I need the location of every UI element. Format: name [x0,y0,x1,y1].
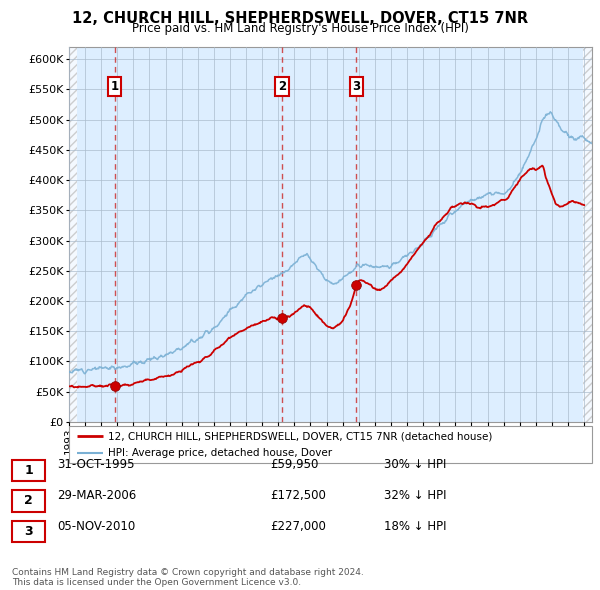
Text: Price paid vs. HM Land Registry's House Price Index (HPI): Price paid vs. HM Land Registry's House … [131,22,469,35]
Text: 1: 1 [110,80,119,93]
Text: HPI: Average price, detached house, Dover: HPI: Average price, detached house, Dove… [108,448,332,458]
Text: 1: 1 [24,464,33,477]
Text: 30% ↓ HPI: 30% ↓ HPI [384,458,446,471]
FancyBboxPatch shape [12,460,45,481]
FancyBboxPatch shape [69,426,592,463]
FancyBboxPatch shape [12,521,45,542]
Text: 3: 3 [24,525,33,538]
Text: Contains HM Land Registry data © Crown copyright and database right 2024.
This d: Contains HM Land Registry data © Crown c… [12,568,364,587]
Text: £59,950: £59,950 [270,458,319,471]
Text: 2: 2 [24,494,33,507]
Text: 2: 2 [278,80,286,93]
Text: 18% ↓ HPI: 18% ↓ HPI [384,520,446,533]
Text: £227,000: £227,000 [270,520,326,533]
Text: 05-NOV-2010: 05-NOV-2010 [57,520,135,533]
Text: £172,500: £172,500 [270,489,326,502]
Text: 3: 3 [352,80,360,93]
Text: 32% ↓ HPI: 32% ↓ HPI [384,489,446,502]
FancyBboxPatch shape [12,490,45,512]
Text: 29-MAR-2006: 29-MAR-2006 [57,489,136,502]
Text: 12, CHURCH HILL, SHEPHERDSWELL, DOVER, CT15 7NR: 12, CHURCH HILL, SHEPHERDSWELL, DOVER, C… [72,11,528,25]
Text: 12, CHURCH HILL, SHEPHERDSWELL, DOVER, CT15 7NR (detached house): 12, CHURCH HILL, SHEPHERDSWELL, DOVER, C… [108,431,493,441]
Text: 31-OCT-1995: 31-OCT-1995 [57,458,134,471]
